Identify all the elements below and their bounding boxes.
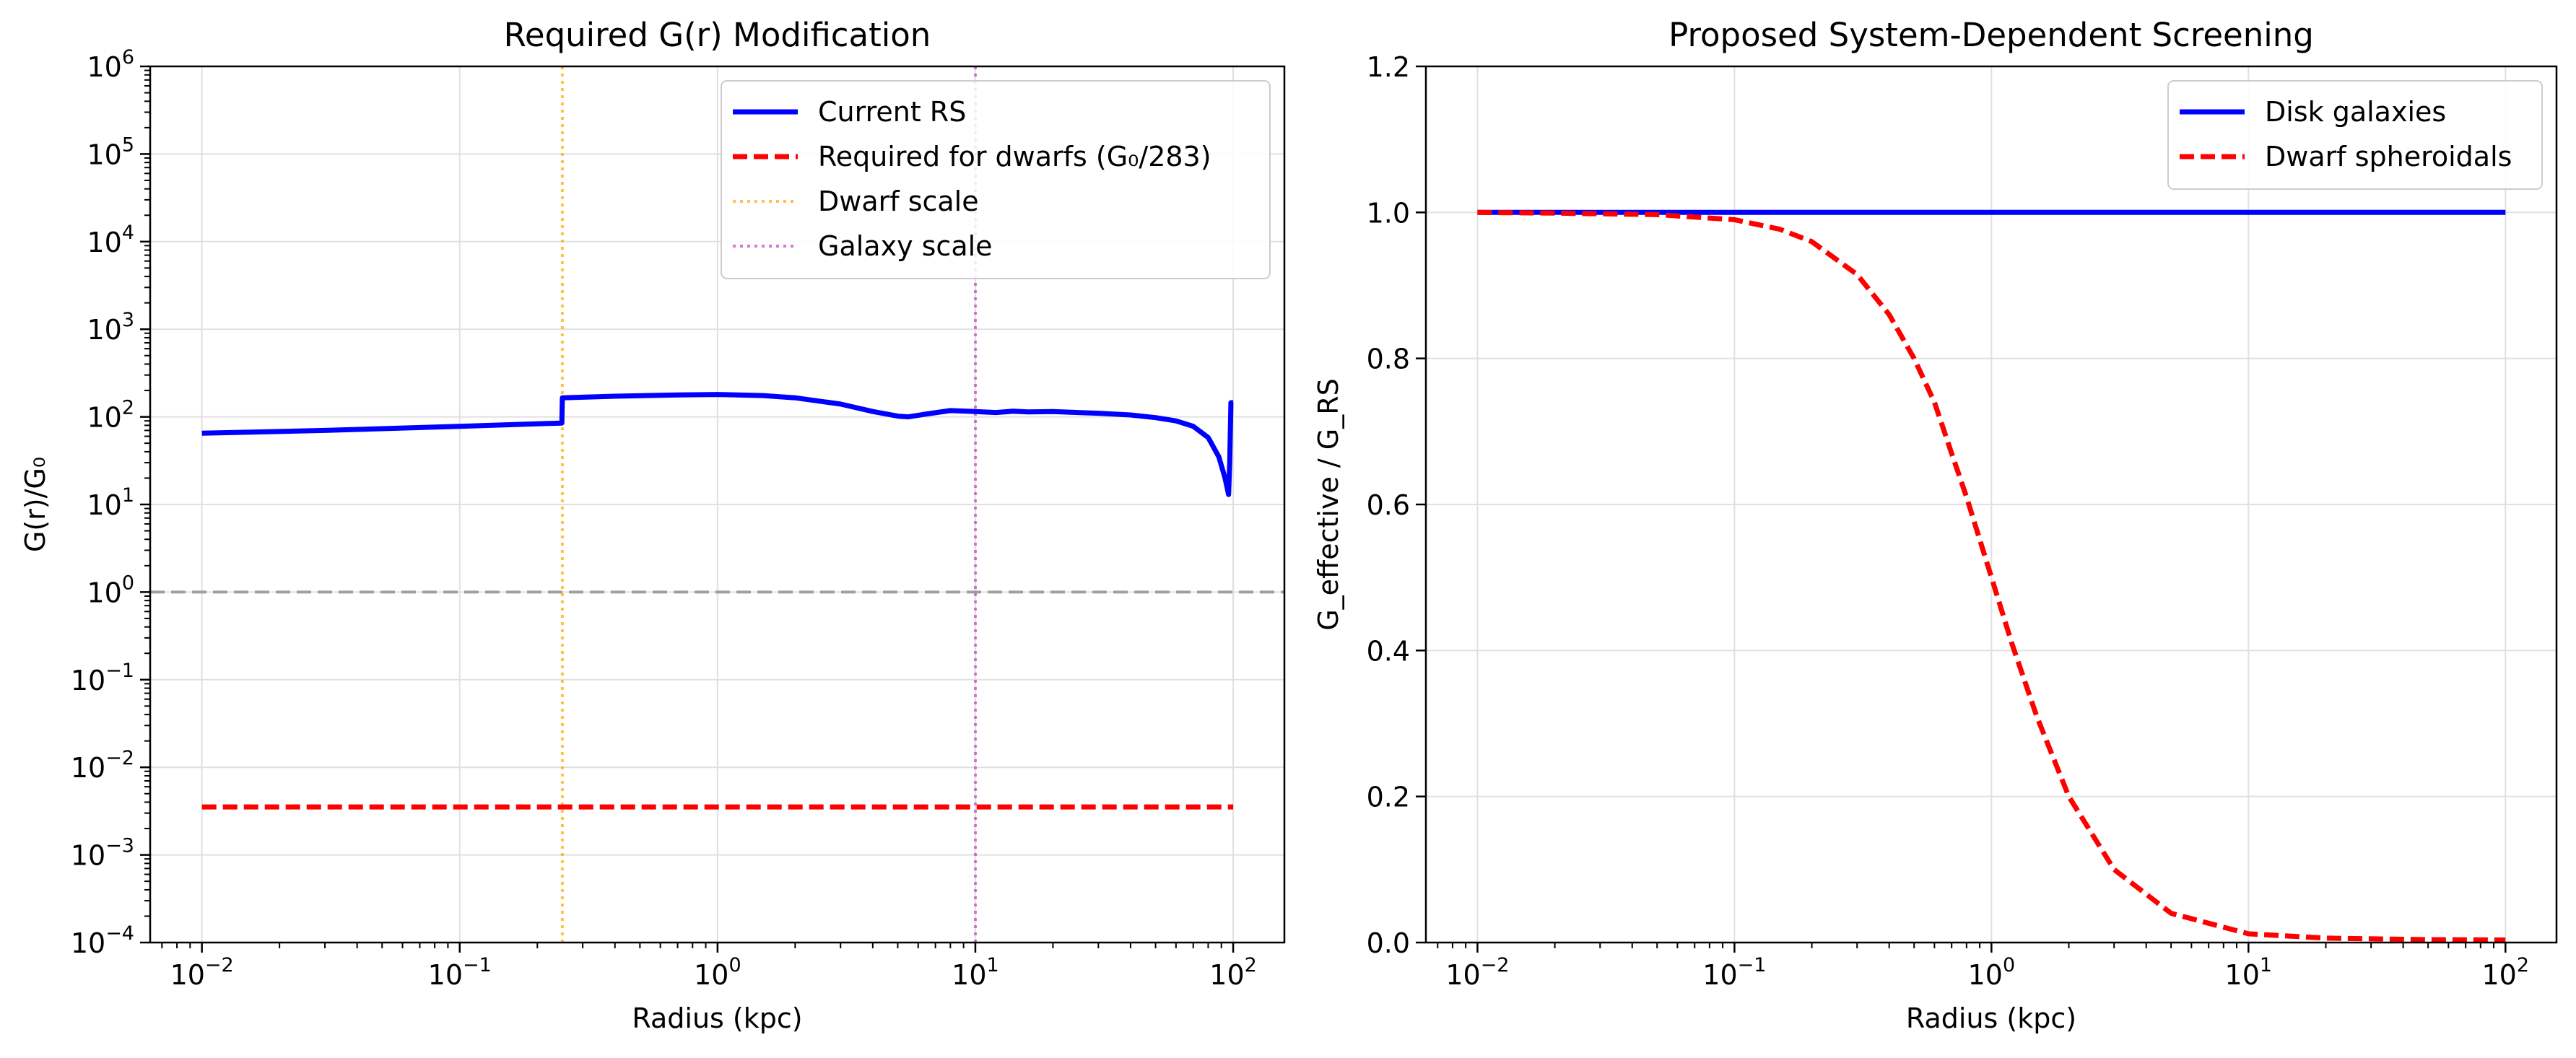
chart-title: Required G(r) Modification [504, 16, 931, 54]
y-tick-label: 102 [87, 397, 134, 434]
y-tick-label: 1.0 [1367, 197, 1410, 229]
legend: Current RS Required for dwarfs (G₀/283) Dw… [721, 80, 1271, 279]
x-tick-label: 10−2 [1445, 954, 1509, 991]
series-line-current-rs [201, 392, 1234, 497]
legend-box [2167, 80, 2543, 190]
y-tick-label: 0.2 [1367, 782, 1410, 813]
series-line-dwarf-spheroidals [1477, 209, 2506, 943]
legend: Disk galaxies Dwarf spheroidals [2167, 80, 2543, 190]
y-tick-label: 1.2 [1367, 51, 1410, 83]
legend-label: Required for dwarfs (G₀/283) [818, 141, 1211, 172]
legend-item-galaxy-scale: Galaxy scale [733, 230, 993, 262]
x-axis-label: Radius (kpc) [1906, 1002, 2076, 1034]
x-axis: 10−2 10−1 100 101 102 [1437, 943, 2529, 991]
legend-label: Dwarf scale [818, 185, 979, 217]
y-tick-label: 103 [87, 309, 134, 346]
x-tick-label: 100 [1968, 954, 2016, 991]
y-axis-label: G_effective / G_RS [1313, 378, 1344, 631]
y-tick-label: 106 [87, 46, 134, 83]
x-tick-label: 10−2 [170, 954, 234, 991]
x-tick-label: 10−1 [428, 954, 492, 991]
y-tick-label: 0.6 [1367, 489, 1410, 521]
legend-label: Current RS [818, 96, 966, 128]
y-axis: 10−4 10−3 10−2 10−1 100 101 102 103 104 105 106 [71, 46, 150, 959]
y-tick-label: 10−2 [71, 747, 134, 784]
y-axis-label: G(r)/G₀ [19, 457, 51, 552]
legend-item-dwarf-scale: Dwarf scale [733, 185, 979, 217]
legend-item-required-for-dwarfs-g-283: Required for dwarfs (G₀/283) [733, 141, 1211, 172]
legend-item-disk-galaxies: Disk galaxies [2180, 96, 2446, 128]
x-tick-label: 10−1 [1702, 954, 1766, 991]
legend-label: Galaxy scale [818, 230, 993, 262]
x-tick-label: 101 [952, 954, 999, 991]
chart-title: Proposed System-Dependent Screening [1668, 16, 2314, 54]
y-tick-label: 0.0 [1367, 927, 1410, 959]
x-tick-label: 100 [694, 954, 741, 991]
y-tick-label: 104 [87, 222, 134, 258]
y-tick-label: 101 [87, 484, 134, 521]
x-tick-label: 102 [2482, 954, 2530, 991]
y-tick-label: 0.4 [1367, 635, 1410, 667]
chart-panel-system-dependent-screening: 10−2 10−1 100 101 102 0.0 0.2 0.4 0.6 0.8 1.0 1.2 Pr… [1313, 16, 2558, 1034]
legend-box [721, 80, 1271, 279]
legend-label: Disk galaxies [2265, 96, 2446, 128]
y-tick-label: 0.8 [1367, 344, 1410, 375]
y-tick-label: 10−1 [71, 660, 134, 696]
y-tick-label: 10−3 [71, 835, 134, 872]
chart-panel-required-g-modification: 10−2 10−1 100 101 10210−410−310−210−11001011… [19, 16, 1286, 1034]
plot-data [1477, 209, 2506, 943]
legend-item-current-rs: Current RS [733, 96, 966, 128]
x-tick-label: 101 [2225, 954, 2273, 991]
x-axis-label: Radius (kpc) [632, 1002, 802, 1034]
legend-item-dwarf-spheroidals: Dwarf spheroidals [2180, 141, 2512, 172]
y-tick-label: 10−4 [71, 922, 134, 959]
y-axis: 0.0 0.2 0.4 0.6 0.8 1.0 1.2 [1367, 51, 1426, 959]
x-axis: 10−2 10−1 100 101 102 [161, 943, 1257, 991]
y-tick-label: 105 [87, 134, 134, 170]
y-tick-label: 100 [87, 572, 134, 608]
x-tick-label: 102 [1209, 954, 1257, 991]
legend-label: Dwarf spheroidals [2265, 141, 2512, 172]
